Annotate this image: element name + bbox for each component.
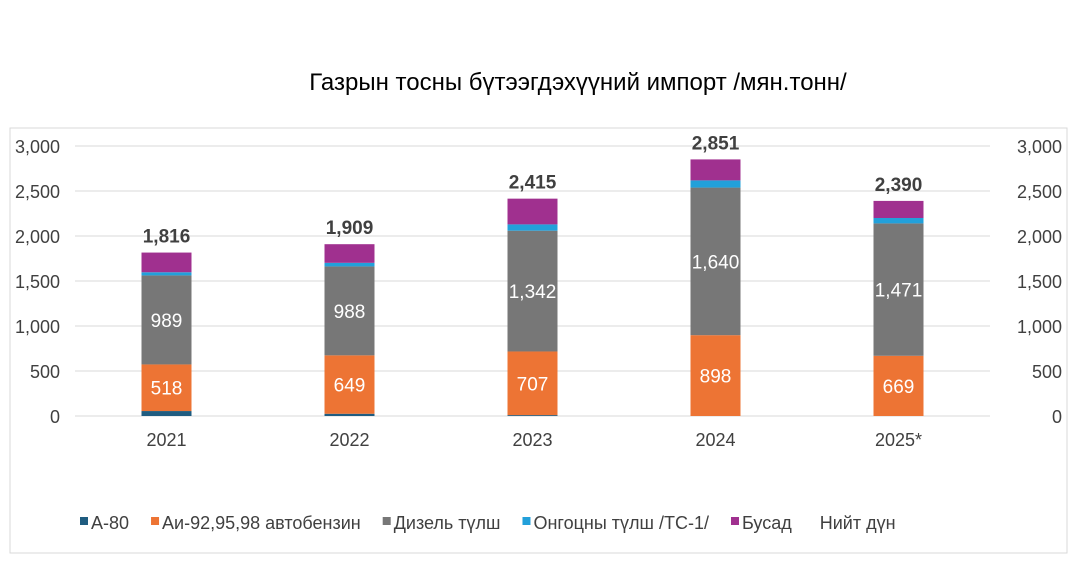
value-label: 669: [883, 377, 915, 398]
total-label: 2,851: [692, 133, 740, 154]
y-tick-right: 2,500: [1017, 182, 1062, 202]
total-label: 1,909: [326, 218, 374, 239]
y-tick-right: 500: [1032, 362, 1062, 382]
bar-segment: [507, 415, 558, 416]
y-tick-right: 1,500: [1017, 272, 1062, 292]
bar-segment: [141, 272, 192, 276]
y-tick-right: 2,000: [1017, 227, 1062, 247]
x-tick-label: 2023: [512, 430, 552, 450]
bar-segment: [690, 335, 741, 416]
value-label: 518: [151, 379, 183, 400]
x-tick-label: 2022: [329, 430, 369, 450]
legend-swatch: [151, 517, 160, 525]
y-tick-left: 0: [50, 407, 60, 427]
legend-swatch: [730, 517, 739, 525]
x-tick-label: 2021: [146, 430, 186, 450]
x-tick-label: 2024: [695, 430, 735, 450]
bar-segment: [141, 411, 192, 416]
chart-title: Газрын тосны бүтээгдэхүүний импорт /мян.…: [309, 69, 847, 96]
y-tick-right: 1,000: [1017, 317, 1062, 337]
value-label: 1,342: [509, 282, 557, 303]
y-tick-left: 3,000: [15, 137, 60, 157]
legend-label: А-80: [91, 513, 129, 533]
bar-segment: [873, 223, 924, 356]
value-label: 988: [334, 302, 366, 323]
bar-segment: [324, 266, 375, 356]
value-label: 898: [700, 367, 732, 388]
bar-segment: [873, 218, 924, 224]
total-label: 2,390: [875, 175, 923, 196]
y-tick-right: 0: [1052, 407, 1062, 427]
bar-segment: [507, 224, 558, 231]
bar-segment: [873, 355, 924, 416]
bar-segment: [690, 180, 741, 188]
y-tick-right: 3,000: [1017, 137, 1062, 157]
value-label: 649: [334, 376, 366, 397]
legend-label: Онгоцны түлш /ТС-1/: [533, 513, 709, 533]
x-tick-label: 2025*: [875, 430, 922, 450]
bar-segment: [141, 364, 192, 412]
bar-segment: [324, 355, 375, 414]
bar-segment: [690, 187, 741, 336]
legend-label: Дизель түлш: [394, 513, 501, 533]
chart-border: [9, 127, 1068, 554]
bar-segment: [324, 244, 375, 263]
bar-segment: [141, 275, 192, 365]
y-tick-left: 1,500: [15, 272, 60, 292]
legend-swatch: [522, 517, 531, 525]
value-label: 1,471: [875, 281, 923, 302]
legend-label: Бусад: [742, 513, 792, 533]
legend-label: Аи-92,95,98 автобензин: [162, 513, 361, 533]
bar-segment: [324, 262, 375, 267]
value-label: 707: [517, 374, 549, 395]
legend-label-total: Нийт дүн: [820, 513, 896, 533]
bar-segment: [141, 252, 192, 273]
y-tick-left: 2,000: [15, 227, 60, 247]
value-label: 989: [151, 311, 183, 332]
bar-segment: [324, 413, 375, 416]
y-tick-left: 1,000: [15, 317, 60, 337]
value-label: 1,640: [692, 252, 740, 273]
legend-swatch: [80, 517, 88, 525]
y-tick-left: 500: [30, 362, 60, 382]
bar-segment: [507, 198, 558, 225]
bar-segment: [873, 200, 924, 218]
total-label: 2,415: [509, 173, 557, 194]
bar-segment: [690, 159, 741, 181]
y-tick-left: 2,500: [15, 182, 60, 202]
bar-segment: [507, 351, 558, 416]
legend-swatch: [382, 517, 391, 525]
bar-segment: [507, 230, 558, 352]
total-label: 1,816: [143, 227, 191, 248]
